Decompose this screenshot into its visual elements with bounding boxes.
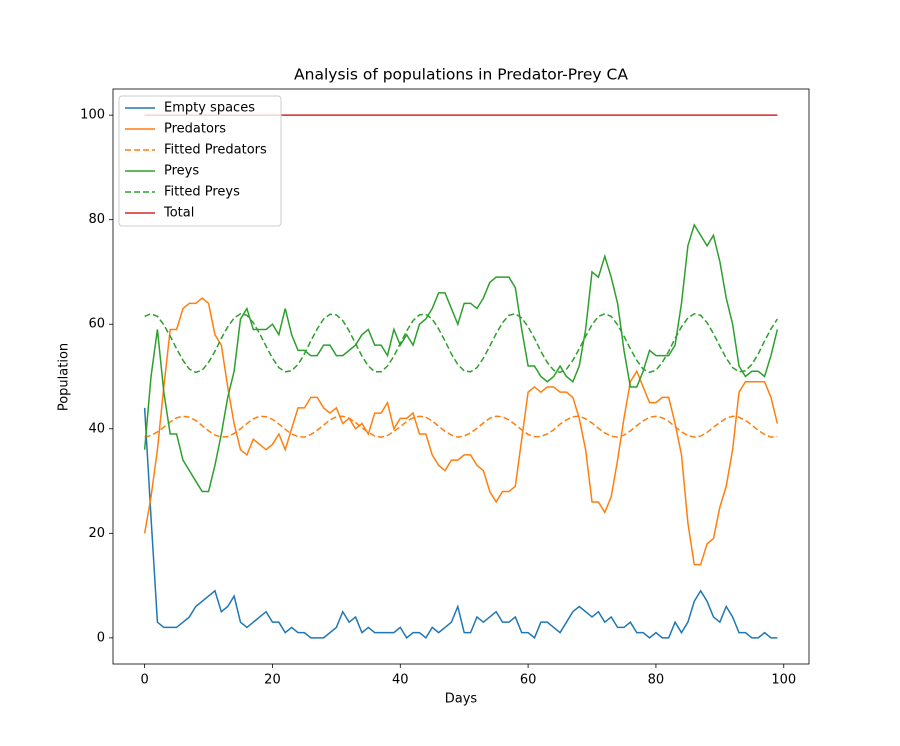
- x-tick-label: 20: [264, 673, 281, 688]
- chart-title: Analysis of populations in Predator-Prey…: [294, 66, 628, 84]
- y-tick-label: 80: [88, 212, 105, 227]
- legend-label: Fitted Predators: [164, 143, 267, 158]
- series-line: [143, 407, 778, 640]
- x-axis-label: Days: [445, 692, 478, 707]
- x-tick-label: 60: [520, 673, 537, 688]
- legend-box: [118, 95, 282, 227]
- series-line: [143, 297, 779, 566]
- series-line: [144, 415, 778, 438]
- x-tick-label: 40: [392, 673, 409, 688]
- legend-label: Preys: [164, 164, 199, 179]
- legend-label: Predators: [164, 122, 226, 137]
- y-tick-label: 60: [88, 317, 105, 332]
- series-line: [144, 312, 778, 374]
- legend: Empty spaces Predators Fitted Predators Pre…: [118, 95, 282, 227]
- x-tick-label: 0: [140, 673, 148, 688]
- y-tick-label: 20: [88, 526, 105, 541]
- legend-label: Total: [163, 206, 194, 221]
- series-line: [143, 223, 779, 493]
- legend-label: Empty spaces: [164, 101, 255, 116]
- x-tick-label: 100: [771, 673, 796, 688]
- x-tick-label: 80: [648, 673, 665, 688]
- legend-label: Fitted Preys: [164, 185, 240, 200]
- y-tick-label: 100: [80, 108, 105, 123]
- axes-frame: [112, 88, 810, 665]
- y-axis-label: Population: [57, 343, 72, 411]
- y-tick-label: 0: [97, 630, 105, 645]
- y-tick-label: 40: [88, 421, 105, 436]
